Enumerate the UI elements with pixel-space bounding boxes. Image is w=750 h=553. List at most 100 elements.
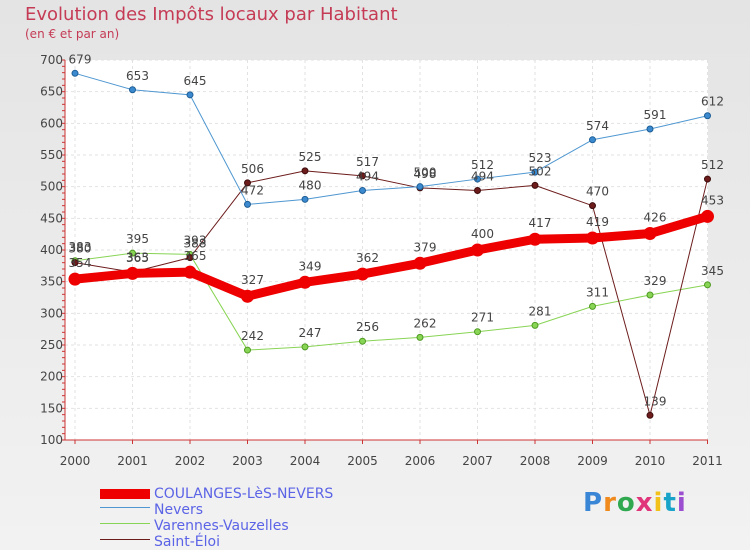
data-point <box>531 321 539 329</box>
x-tick-label: 2002 <box>175 454 206 468</box>
data-label: 349 <box>299 259 322 273</box>
data-label: 388 <box>184 237 207 251</box>
data-point <box>646 291 654 299</box>
data-point <box>528 232 542 246</box>
data-label: 453 <box>701 193 724 207</box>
chart-title: Evolution des Impôts locaux par Habitant <box>25 4 398 25</box>
data-point <box>359 337 366 345</box>
data-point <box>71 69 79 77</box>
x-tick-label: 2007 <box>462 454 493 468</box>
legend-label: Saint-Éloi <box>154 534 220 550</box>
x-tick-label: 2011 <box>692 454 723 468</box>
legend-label: Nevers <box>154 502 204 518</box>
data-label: 498 <box>414 167 437 181</box>
data-label: 311 <box>586 285 609 299</box>
data-label: 345 <box>701 264 724 278</box>
legend-swatch <box>100 539 150 540</box>
data-label: 612 <box>701 95 724 109</box>
data-point <box>646 125 654 133</box>
data-point <box>183 265 197 279</box>
data-label: 512 <box>471 158 494 172</box>
data-point <box>474 328 481 336</box>
data-point <box>71 259 79 267</box>
data-point <box>129 249 136 257</box>
data-point <box>646 411 654 419</box>
data-label: 383 <box>69 240 92 254</box>
logo-letter: P <box>583 488 604 518</box>
data-label: 500 <box>414 166 437 180</box>
data-label: 380 <box>69 242 92 256</box>
y-tick-label: 400 <box>40 243 63 257</box>
data-label: 480 <box>299 178 322 192</box>
data-label: 379 <box>414 240 437 254</box>
data-label: 281 <box>529 304 552 318</box>
data-label: 365 <box>126 251 149 265</box>
data-point <box>416 183 424 191</box>
data-point <box>244 346 251 354</box>
y-tick-label: 100 <box>40 433 63 447</box>
data-point <box>701 209 714 223</box>
data-label: 506 <box>241 162 264 176</box>
data-label: 400 <box>471 227 494 241</box>
data-point <box>589 136 596 144</box>
data-point <box>531 181 539 189</box>
data-label: 262 <box>414 316 437 330</box>
legend-swatch <box>100 507 150 508</box>
data-point <box>474 175 481 183</box>
series-line <box>70 211 712 301</box>
data-point <box>589 302 596 310</box>
x-tick-label: 2008 <box>520 454 551 468</box>
legend-swatch <box>100 523 150 524</box>
data-point <box>413 256 427 270</box>
data-label: 393 <box>184 233 207 247</box>
data-point <box>589 202 596 210</box>
data-label: 494 <box>356 169 379 183</box>
data-label: 354 <box>69 256 92 270</box>
data-label: 679 <box>69 52 92 66</box>
data-label: 502 <box>529 164 552 178</box>
data-point <box>359 186 366 194</box>
data-label: 494 <box>471 169 494 183</box>
data-label: 365 <box>184 249 207 263</box>
data-point <box>298 275 312 289</box>
data-label: 256 <box>356 320 379 334</box>
data-label: 395 <box>126 232 149 246</box>
data-label: 419 <box>586 215 609 229</box>
data-point <box>704 112 711 120</box>
x-tick-label: 2001 <box>117 454 148 468</box>
data-point <box>241 289 254 303</box>
y-tick-label: 650 <box>40 85 63 99</box>
x-tick-label: 2009 <box>577 454 608 468</box>
legend-label: COULANGES-LèS-NEVERS <box>154 486 334 502</box>
data-point <box>301 167 309 175</box>
data-point <box>474 186 481 194</box>
legend-label: Varennes-Vauzelles <box>154 518 289 534</box>
x-tick-label: 2004 <box>290 454 321 468</box>
legend-swatch <box>100 489 150 499</box>
x-tick-label: 2003 <box>232 454 263 468</box>
y-tick-label: 350 <box>40 275 63 289</box>
y-tick-label: 600 <box>40 116 63 130</box>
proxiti-logo: Proxiti <box>583 488 687 518</box>
data-point <box>531 168 539 176</box>
data-label: 517 <box>356 155 379 169</box>
data-label: 271 <box>471 311 494 325</box>
data-point <box>126 266 139 280</box>
x-tick-label: 2006 <box>405 454 436 468</box>
data-label: 363 <box>126 250 149 264</box>
data-label: 329 <box>644 274 667 288</box>
logo-letter: t <box>663 488 677 518</box>
series-line <box>74 252 708 351</box>
data-point <box>586 231 599 245</box>
data-label: 242 <box>241 329 264 343</box>
data-point <box>244 200 251 208</box>
data-label: 653 <box>126 69 149 83</box>
data-point <box>301 195 309 203</box>
x-tick-label: 2000 <box>60 454 91 468</box>
logo-letter: o <box>616 488 636 518</box>
data-point <box>704 281 711 289</box>
data-point <box>471 243 484 257</box>
data-label: 472 <box>241 183 264 197</box>
